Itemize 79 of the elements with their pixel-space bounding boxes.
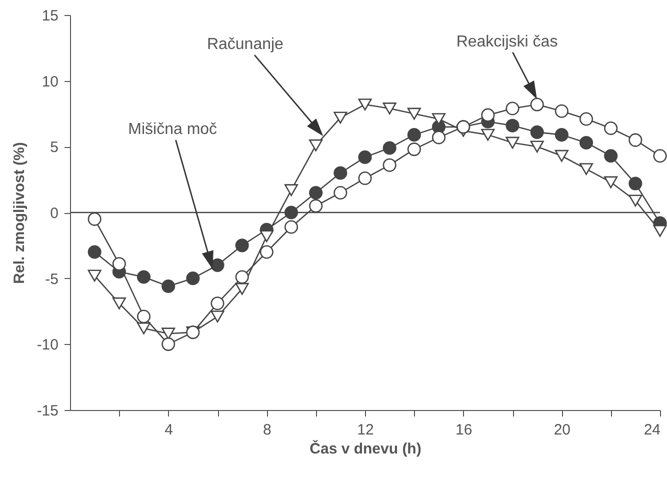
point (235, 238, 249, 252)
y-tick-label: 0 (50, 205, 58, 222)
point (235, 282, 249, 295)
x-tick-label: 8 (262, 422, 272, 438)
y-tick-label: -15 (36, 402, 58, 420)
point (284, 220, 298, 234)
point (88, 245, 102, 259)
point (407, 108, 421, 120)
point (309, 186, 323, 200)
x-tick-label: 12 (357, 422, 374, 438)
point (506, 136, 520, 149)
point (112, 297, 126, 310)
point (112, 257, 126, 271)
point (382, 158, 396, 172)
x-tick-label: 16 (455, 422, 472, 438)
point (334, 186, 348, 200)
point (481, 128, 495, 141)
point (530, 98, 544, 112)
point (358, 172, 372, 186)
point (88, 270, 102, 282)
point (88, 212, 102, 226)
point (604, 121, 618, 135)
y-tick-label: -5 (45, 270, 58, 288)
point (136, 322, 151, 334)
point (481, 108, 495, 122)
point (554, 150, 568, 162)
point (579, 112, 594, 126)
point (358, 150, 372, 164)
point (260, 230, 274, 242)
point (407, 142, 421, 156)
point (653, 149, 667, 163)
point (628, 176, 642, 190)
x-tick-label: 4 (164, 422, 174, 438)
point (358, 98, 372, 110)
point (162, 337, 176, 351)
point (530, 125, 544, 139)
y-tick-label: 5 (50, 139, 58, 156)
x-axis-title: Čas v dnevu (h) (310, 440, 422, 458)
point (136, 270, 151, 284)
point (506, 118, 520, 132)
point (604, 149, 618, 163)
point (309, 199, 323, 213)
annotation: Mišična moč (128, 121, 218, 138)
point (653, 224, 667, 237)
point (235, 270, 249, 284)
x-tick-label: 20 (554, 422, 571, 438)
point (334, 166, 348, 180)
annotation: Reakcijski čas (456, 33, 558, 50)
point (136, 310, 151, 324)
point (334, 112, 348, 124)
point (210, 258, 224, 272)
point (628, 194, 642, 207)
annotation: Računanje (206, 36, 284, 54)
point (579, 136, 594, 150)
point (309, 139, 323, 152)
point (579, 163, 594, 176)
point (382, 102, 396, 114)
point (530, 140, 544, 153)
point (432, 130, 446, 144)
y-axis-title: Rel. zmogljivost (%) (10, 142, 28, 284)
y-tick-label: -10 (36, 336, 58, 354)
point (284, 184, 298, 196)
point (284, 206, 298, 220)
y-tick-label: 10 (42, 73, 58, 90)
point (432, 113, 446, 125)
point (382, 141, 396, 155)
point (604, 176, 618, 188)
point (186, 272, 200, 286)
point (506, 102, 520, 116)
x-tick-label: 24 (644, 422, 660, 438)
point (554, 128, 568, 142)
y-tick-label: 15 (42, 8, 58, 24)
point (162, 279, 176, 293)
point (407, 128, 421, 142)
point (210, 296, 224, 310)
point (260, 245, 274, 259)
point (554, 104, 568, 118)
point (210, 310, 224, 322)
point (628, 133, 642, 147)
